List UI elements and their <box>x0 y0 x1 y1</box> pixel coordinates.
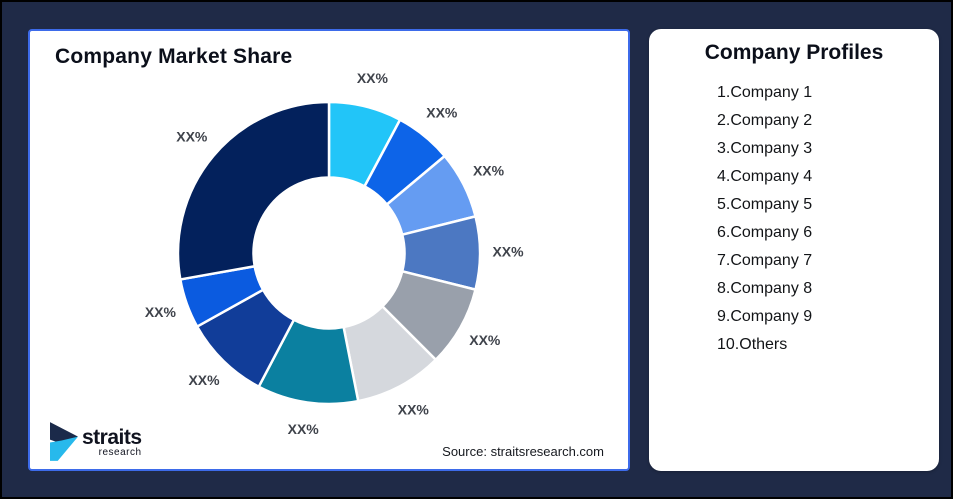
profile-list-item: 3.Company 3 <box>717 140 813 157</box>
profiles-list: 1.Company 1 2.Company 2 3.Company 3 4.Compa… <box>717 79 812 359</box>
logo-arrow-bottom <box>50 436 79 461</box>
profile-list-item: 6.Company 6 <box>717 224 813 241</box>
logo-name: straits <box>82 425 142 449</box>
donut-segment-label: XX% <box>473 162 505 178</box>
logo-wordmark: straits research <box>82 425 142 458</box>
donut-segment-label: XX% <box>469 332 501 348</box>
donut-segment-label: XX% <box>188 372 220 388</box>
donut-segment-label: XX% <box>357 70 389 86</box>
profile-list-item: 5.Company 5 <box>717 196 813 213</box>
donut-segment <box>176 100 331 281</box>
donut-chart: XX% XX% XX% XX% XX% XX% XX% XX% XX% XX% <box>145 70 524 437</box>
logo-arrow-top <box>50 422 79 444</box>
profile-list-item: 7.Company 7 <box>717 252 813 269</box>
donut-segment-label: XX% <box>398 402 430 418</box>
donut-segment-label: XX% <box>176 129 208 145</box>
profile-list-item: 4.Company 4 <box>717 168 813 185</box>
company-profiles-card: Company Profiles 1.Company 1 2.Company 2 3… <box>649 29 939 471</box>
donut-segment-label: XX% <box>288 421 320 437</box>
donut-segment-label: XX% <box>145 304 177 320</box>
profile-list-item: 9.Company 9 <box>717 308 813 325</box>
donut-segment-label: XX% <box>426 105 458 121</box>
straits-research-logo: straits research <box>50 421 142 462</box>
profile-list-item: 2.Company 2 <box>717 112 813 129</box>
profiles-title: Company Profiles <box>704 41 884 64</box>
logo-subtitle: research <box>98 446 142 458</box>
source-attribution: Source: straitsresearch.com <box>442 444 604 459</box>
donut-segment-label: XX% <box>492 244 524 260</box>
straits-logo-icon <box>50 422 79 461</box>
chart-title: Company Market Share <box>55 45 293 68</box>
profile-list-item: 8.Company 8 <box>717 280 813 297</box>
profile-list-item: 10.Others <box>717 336 788 353</box>
profile-list-item: 1.Company 1 <box>717 84 813 101</box>
market-share-card: Company Market Share XX% XX% XX% XX% XX% XX% X… <box>28 29 630 471</box>
